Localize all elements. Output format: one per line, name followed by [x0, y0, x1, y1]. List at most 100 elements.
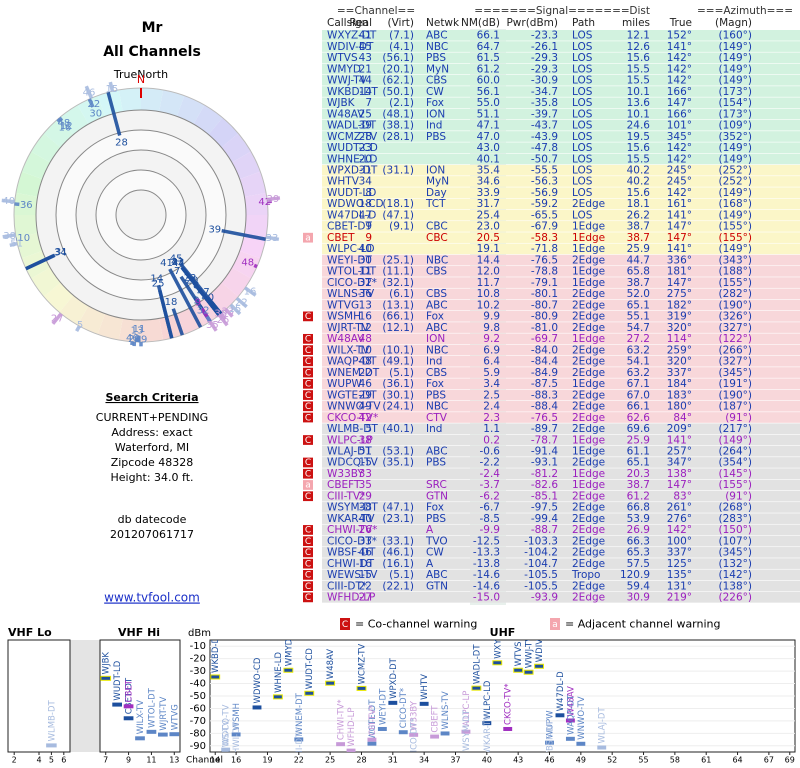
table-cell: 46 [359, 547, 373, 559]
polar-wedge [77, 95, 106, 125]
table-cell: NBC [426, 401, 448, 413]
table-cell: 48 [359, 356, 372, 368]
table-cell: LOS [572, 176, 593, 188]
x-tick-label: 67 [764, 756, 774, 765]
polar-label: 5 [77, 320, 83, 331]
signal-label: WNWO-TV [577, 696, 587, 740]
table-cell: CIII-DT* [327, 580, 367, 592]
table-cell: 47.1 [477, 120, 500, 132]
polar-spoke [224, 308, 234, 318]
table-cell: WDIV-DT [327, 41, 374, 53]
table-cell: 166° [667, 108, 692, 120]
table-cell: 2Edge [572, 535, 605, 547]
table-cell: PBS [426, 389, 446, 401]
table-cell: (155°) [719, 277, 752, 289]
table-cell: 48 [359, 333, 372, 345]
polar-label: 15 [229, 304, 242, 315]
table-cell: 147° [667, 97, 692, 109]
y-tick-label: -50 [190, 691, 206, 702]
table-row [322, 311, 800, 322]
x-tick-label: 52 [607, 756, 617, 765]
table-cell: GTN [426, 580, 448, 592]
table-cell: -59.2 [531, 198, 558, 210]
link[interactable]: www.tvfool.com [104, 591, 200, 605]
table-cell: 10.8 [477, 288, 500, 300]
polar-spoke [229, 303, 242, 316]
polar-wedge [15, 233, 43, 259]
polar-wedge [159, 89, 185, 117]
polar-wedge [77, 305, 106, 335]
table-cell: 147° [667, 277, 692, 289]
table-cell: (22.1) [382, 580, 414, 592]
warning-mark: C [305, 436, 311, 446]
signal-label: CICO-DT* [399, 688, 409, 728]
polar-label: 12 [60, 121, 73, 132]
table-cell: 2Edge [572, 356, 605, 368]
table-row [322, 108, 800, 120]
table-cell: 29 [359, 389, 372, 401]
table-cell: W47DL-D [327, 209, 376, 221]
signal-label: WHTV [420, 674, 430, 700]
table-cell: -26.1 [531, 41, 558, 53]
table-cell: Ind [426, 423, 442, 435]
table-cell: -3.7 [480, 479, 501, 491]
table-cell: W48AV [327, 333, 365, 345]
polar-label: 16 [244, 286, 257, 297]
table-cell: 336° [667, 254, 692, 266]
table-cell: WUPW [327, 378, 362, 390]
table-cell: 138° [667, 468, 692, 480]
table-row [322, 389, 800, 401]
table-cell: 33 [359, 535, 372, 547]
table-row [322, 119, 800, 131]
warning-mark: C [305, 526, 311, 536]
table-cell: LOS [572, 97, 593, 109]
table-cell: 125° [667, 558, 692, 570]
signal-bar [440, 731, 450, 736]
polar-wedge [15, 171, 43, 197]
column-header: miles [622, 17, 650, 29]
table-cell: -34.7 [531, 86, 558, 98]
table-cell: (168°) [719, 198, 752, 210]
polar-label: 23 [184, 273, 197, 284]
table-cell: (2.1) [389, 97, 414, 109]
table-cell: (188°) [719, 266, 752, 278]
table-cell: WKAR-TV [327, 513, 375, 525]
table-cell: 56.1 [477, 86, 500, 98]
table-cell: (13.1) [382, 299, 414, 311]
table-cell: WADL-DT [327, 120, 377, 132]
table-row [322, 479, 800, 491]
table-cell: (48.1) [382, 108, 414, 120]
table-cell: 1Edge [572, 446, 605, 458]
x-tick-label: 22 [294, 756, 304, 765]
signal-bar [346, 748, 356, 752]
table-cell: 1Edge [572, 479, 605, 491]
table-cell: (190°) [719, 299, 752, 311]
table-cell: WUDT-LD [327, 187, 376, 199]
table-cell: (23.1) [382, 513, 414, 525]
table-cell: -93.9 [531, 592, 558, 604]
table-cell: -104.2 [524, 547, 558, 559]
table-cell: 141° [667, 243, 692, 255]
table-cell: 182° [667, 299, 692, 311]
table-cell: WNWO-TV [327, 401, 381, 413]
polar-label: 38 [214, 309, 227, 320]
table-cell: 1Edge [572, 221, 605, 233]
panel-frame [7, 639, 71, 753]
table-cell: 142° [667, 63, 692, 75]
table-cell: (149°) [719, 434, 752, 446]
table-cell: 26.2 [627, 209, 650, 221]
table-cell: WDCQ-TV [327, 457, 379, 469]
warning-box [303, 457, 313, 468]
signal-label: WPXD-DT [389, 657, 399, 699]
fm-gap [70, 640, 100, 752]
table-row [322, 434, 800, 446]
table-cell: 1.1 [483, 423, 500, 435]
table-cell: 2.3 [483, 412, 500, 424]
x-tick-label: 40 [482, 756, 492, 765]
table-cell: (282°) [719, 288, 752, 300]
table-cell: PBS [426, 131, 446, 143]
table-cell: -89.7 [531, 423, 558, 435]
table-cell: 66.1 [627, 401, 650, 413]
table-cell: -15.0 [473, 592, 500, 604]
table-cell: -81.0 [531, 322, 558, 334]
